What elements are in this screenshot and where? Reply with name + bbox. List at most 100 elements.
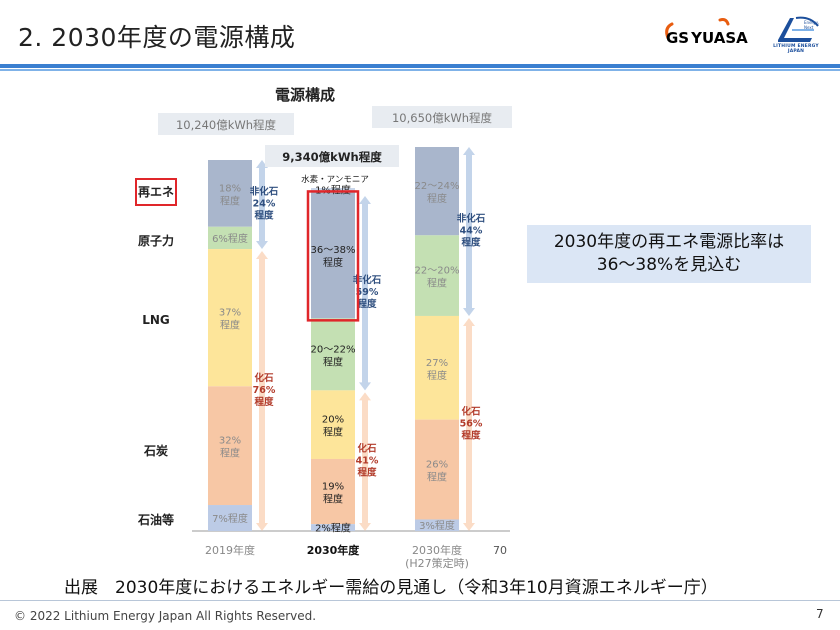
fossil-arrowhead-bottom (463, 523, 475, 531)
nonfossil-title: 非化石 (457, 212, 486, 224)
bar-segment-renewable (311, 191, 355, 319)
segment-label-unit: 程度 (323, 426, 343, 439)
segment-label-unit: 程度 (427, 471, 447, 484)
bar-segment-nuclear (415, 235, 459, 316)
chart-title: 電源構成 (275, 86, 335, 104)
bar-segment-lng (208, 249, 252, 387)
nonfossil-suffix: 程度 (461, 236, 481, 248)
gs-yuasa-logo: GS YUASA (662, 16, 758, 50)
row-label: 石油等 (137, 512, 174, 527)
lej-logo-mark (778, 16, 819, 42)
header-divider (0, 64, 840, 68)
segment-label: 22～20% (415, 266, 460, 277)
segment-label: 37% (219, 308, 241, 319)
fossil-value: 76% (253, 385, 276, 396)
bar-segment-coal (415, 419, 459, 520)
total-label: 10,240億kWh程度 (176, 118, 277, 132)
header-divider-light (0, 69, 840, 71)
segment-label: 22～24% (415, 181, 460, 192)
fossil-title: 化石 (254, 372, 274, 384)
nonfossil-arrowhead-bottom (463, 307, 475, 316)
fossil-title: 化石 (357, 443, 377, 455)
bar-segment-renewable (208, 160, 252, 227)
segment-label-unit: 程度 (220, 319, 240, 332)
segment-label: 27% (426, 358, 448, 369)
total-box (158, 113, 294, 135)
total-label: 9,340億kWh程度 (282, 150, 382, 164)
power-mix-chart: 電源構成再エネ原子力LNG石炭石油等18%程度6%程度37%程度32%程度7%程… (135, 86, 512, 570)
source-note: 出展 2030年度におけるエネルギー需給の見通し（令和3年10月資源エネルギー庁… (64, 578, 718, 598)
x-axis-label: 2030年度 (307, 543, 361, 557)
nonfossil-arrowhead-bottom (359, 382, 371, 391)
segment-label: 6%程度 (212, 232, 248, 245)
row-label: 再エネ (138, 185, 174, 199)
fossil-suffix: 程度 (461, 429, 481, 441)
hydrogen-label: 水素・アンモニア (301, 174, 369, 185)
bar-segment-lng (311, 390, 355, 459)
page-number: 7 (816, 607, 824, 621)
bar-segment-coal (208, 386, 252, 506)
fossil-arrowhead-top (256, 251, 268, 260)
lej-tagline: Energy, Next (804, 20, 820, 30)
x-axis-sublabel: (H27策定時) (405, 556, 469, 570)
segment-label: 7%程度 (212, 512, 248, 525)
fossil-arrowhead-bottom (359, 523, 371, 531)
renewable-2030-highlight (306, 190, 360, 322)
segment-label-unit: 程度 (323, 355, 343, 368)
lej-name: LITHIUM ENERGY JAPAN (773, 44, 819, 54)
callout-line-2: 36～38%を見込む (596, 255, 742, 275)
x-axis-label: 2030年度 (412, 543, 462, 557)
segment-label: 32% (219, 436, 241, 447)
nonfossil-suffix: 程度 (254, 210, 274, 222)
segment-label-unit: 程度 (323, 493, 343, 506)
fossil-arrowhead-top (463, 317, 475, 326)
row-label: 原子力 (138, 233, 174, 248)
segment-label: 18% (219, 183, 241, 194)
fossil-arrowhead-top (359, 392, 371, 401)
bar-segment-hydrogen (311, 188, 355, 192)
nonfossil-arrowhead-top (359, 196, 371, 204)
fossil-suffix: 程度 (357, 467, 377, 479)
segment-label-unit: 程度 (220, 194, 240, 207)
segment-label: 2%程度 (315, 522, 351, 535)
bar-segment-renewable (415, 147, 459, 236)
callout-line-1: 2030年度の再エネ電源比率は (553, 232, 785, 252)
segment-label: 19% (322, 482, 344, 493)
segment-label: 20～22% (311, 344, 356, 355)
bar-segment-coal (311, 458, 355, 525)
segment-label: 36～38% (311, 245, 356, 256)
fossil-suffix: 程度 (254, 396, 274, 408)
bar-segment-nuclear (208, 226, 252, 250)
row-label: LNG (142, 313, 170, 327)
nonfossil-value: 44% (460, 225, 483, 236)
gs-yuasa-logo-mark: GS YUASA (665, 18, 748, 47)
segment-label-unit: 程度 (220, 447, 240, 460)
fossil-title: 化石 (461, 405, 481, 417)
bar-segment-oil (208, 505, 252, 531)
renewable-row-highlight (135, 178, 177, 206)
nonfossil-arrowhead-top (463, 147, 475, 155)
fossil-arrowhead-bottom (256, 523, 268, 531)
bar-segment-oil (415, 519, 459, 531)
page-title: 2. 2030年度の電源構成 (18, 23, 296, 52)
segment-label: 26% (426, 460, 448, 471)
total-box (265, 145, 399, 167)
total-label: 10,650億kWh程度 (392, 111, 493, 125)
total-box (372, 106, 512, 128)
x-axis-label: 2019年度 (205, 543, 255, 557)
lithium-energy-japan-logo: Energy, Next LITHIUM ENERGY JAPAN (766, 14, 826, 54)
bar-segment-nuclear (311, 318, 355, 391)
segment-label-unit: 程度 (427, 277, 447, 290)
nonfossil-title: 非化石 (250, 186, 279, 198)
copyright: © 2022 Lithium Energy Japan All Rights R… (14, 609, 317, 623)
nonfossil-title: 非化石 (353, 274, 382, 286)
segment-label: 20% (322, 415, 344, 426)
segment-label: 3%程度 (419, 519, 455, 532)
footer-divider (0, 600, 840, 601)
segment-label-unit: 程度 (323, 256, 343, 269)
nonfossil-value: 59% (356, 287, 379, 298)
bar-segment-oil (311, 524, 355, 531)
row-label: 石炭 (143, 443, 168, 458)
fossil-value: 56% (460, 418, 483, 429)
